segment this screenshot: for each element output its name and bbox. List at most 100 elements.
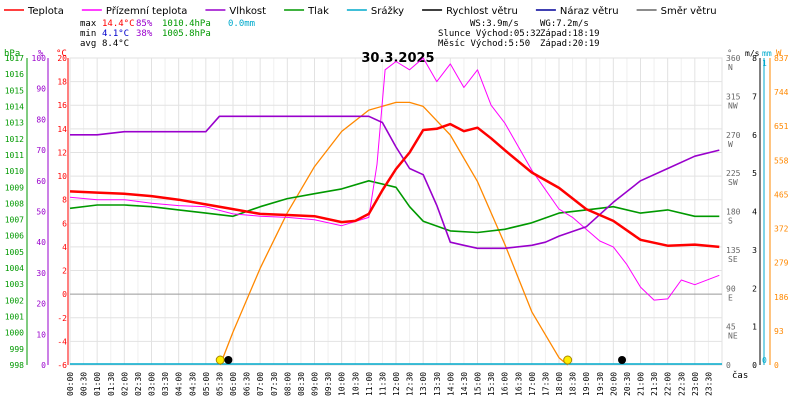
axis-x-tick: 08:00 — [283, 372, 292, 396]
axis-x-tick: 08:30 — [297, 372, 306, 396]
axis-deg-dir: W — [728, 140, 733, 149]
axis-x-tick: 06:30 — [243, 372, 252, 396]
legend-label-0: Teplota — [27, 6, 64, 17]
axis-hpa-tick: 1003 — [5, 280, 24, 289]
info-ws: WS:3.9m/s — [470, 19, 519, 29]
axis-w-tick: 558 — [774, 156, 789, 165]
axis-temp-tick: -6 — [57, 361, 67, 370]
stat-avg-label: avg — [80, 39, 96, 49]
axis-x-tick: 05:00 — [202, 372, 211, 396]
axis-w-tick: 651 — [774, 122, 789, 131]
axis-pct-tick: 50 — [36, 208, 46, 217]
axis-hpa-tick: 1014 — [5, 102, 24, 111]
axis-x-tick: 21:00 — [637, 372, 646, 396]
legend-label-1: Přízemní teplota — [106, 5, 188, 17]
legend-label-4: Srážky — [371, 5, 404, 17]
axis-x-tick: 22:30 — [677, 372, 686, 396]
legend-label-6: Náraz větru — [560, 5, 619, 17]
axis-temp-tick: 2 — [62, 267, 67, 276]
info-moon-rise: Měsíc Východ:5:50 — [438, 39, 530, 49]
axis-temp-tick: 14 — [57, 125, 67, 134]
axis-hpa-tick: 1008 — [5, 199, 24, 208]
stat-max-rain: 0.0mm — [228, 19, 255, 29]
axis-x-tick: 18:00 — [555, 372, 564, 396]
axis-x-tick: 21:30 — [650, 372, 659, 396]
info-wg: WG:7.2m/s — [540, 19, 589, 29]
axis-deg-tick: 180 — [726, 208, 741, 217]
axis-deg-dir: E — [728, 293, 733, 302]
axis-temp-tick: 0 — [62, 290, 67, 299]
axis-temp-tick: 20 — [57, 54, 67, 63]
axis-temp-tick: 6 — [62, 219, 67, 228]
axis-x-tick: 19:00 — [582, 372, 591, 396]
axis-x-tick: 11:00 — [365, 372, 374, 396]
axis-pct-label: % — [38, 49, 44, 59]
axis-x-tick: 15:30 — [487, 372, 496, 396]
axis-deg-dir: SE — [728, 255, 738, 264]
axis-w-tick: 93 — [774, 327, 784, 336]
axis-hpa-tick: 1017 — [5, 54, 24, 63]
stat-min-hum: 38% — [136, 29, 153, 39]
axis-pct-tick: 80 — [36, 115, 46, 124]
axis-deg-tick: 0 — [726, 361, 731, 370]
axis-deg-dir: S — [728, 217, 733, 226]
axis-hpa-tick: 999 — [10, 345, 25, 354]
legend-label-7: Směr větru — [661, 5, 717, 17]
axis-hpa-tick: 1011 — [5, 151, 24, 160]
axis-x-tick: 05:30 — [215, 372, 224, 396]
axis-temp-label: °C — [56, 49, 67, 59]
axis-ms-tick: 3 — [752, 246, 757, 255]
axis-w-tick: 0 — [774, 361, 779, 370]
axis-x-tick: 17:30 — [541, 372, 550, 396]
axis-x-tick: 02:00 — [120, 372, 129, 396]
axis-x-tick: 23:30 — [704, 372, 713, 396]
axis-pct-tick: 90 — [36, 85, 46, 94]
axis-x-tick: 04:00 — [175, 372, 184, 396]
axis-x-tick: 13:30 — [433, 372, 442, 396]
mark-sunset — [563, 355, 573, 365]
axis-mm-tick: 1 — [762, 59, 767, 68]
axis-pct-tick: 20 — [36, 300, 46, 309]
axis-x-tick: 20:30 — [623, 372, 632, 396]
axis-ms-tick: 0 — [752, 361, 757, 370]
axis-deg-dir: SW — [728, 178, 738, 187]
mark-moonset — [618, 356, 627, 364]
axis-pct-tick: 60 — [36, 177, 46, 186]
axis-hpa-tick: 998 — [10, 361, 25, 370]
axis-ms-tick: 7 — [752, 92, 757, 101]
axis-deg-label: ° — [727, 49, 732, 59]
axis-x-tick: 17:00 — [528, 372, 537, 396]
axis-pct-tick: 40 — [36, 238, 46, 247]
axis-x-tick: 12:00 — [392, 372, 401, 396]
axis-w-tick: 837 — [774, 54, 789, 63]
axis-pct-tick: 30 — [36, 269, 46, 278]
axis-deg-tick: 360 — [726, 54, 741, 63]
axis-deg-dir: NE — [728, 332, 738, 341]
axis-ms-tick: 4 — [752, 208, 757, 217]
axis-pct-tick: 70 — [36, 146, 46, 155]
axis-w-tick: 744 — [774, 88, 789, 97]
stat-max-hum: 85% — [136, 19, 153, 29]
axis-hpa-tick: 1012 — [5, 135, 24, 144]
axis-x-tick: 01:30 — [107, 372, 116, 396]
axis-ms-tick: 1 — [752, 323, 757, 332]
axis-temp-tick: -4 — [57, 337, 67, 346]
axis-x-tick: 06:00 — [229, 372, 238, 396]
series-slunce — [219, 101, 569, 366]
axis-w-tick: 186 — [774, 293, 789, 302]
legend-label-2: Vlhkost — [229, 6, 266, 17]
axis-hpa-tick: 1016 — [5, 70, 24, 79]
axis-x-tick: 19:30 — [596, 372, 605, 396]
axis-x-tick: 00:30 — [80, 372, 89, 396]
axis-x-tick: 16:00 — [501, 372, 510, 396]
axis-pct-tick: 100 — [32, 54, 47, 63]
axis-deg-tick: 270 — [726, 131, 741, 140]
axis-mm-tick: 0 — [762, 356, 767, 365]
axis-pct-tick: 0 — [41, 361, 46, 370]
axis-x-label: čas — [732, 370, 748, 381]
axis-ms-tick: 8 — [752, 54, 757, 63]
axis-x-tick: 09:00 — [311, 372, 320, 396]
axis-x-tick: 16:30 — [514, 372, 523, 396]
axis-hpa-tick: 1000 — [5, 329, 24, 338]
